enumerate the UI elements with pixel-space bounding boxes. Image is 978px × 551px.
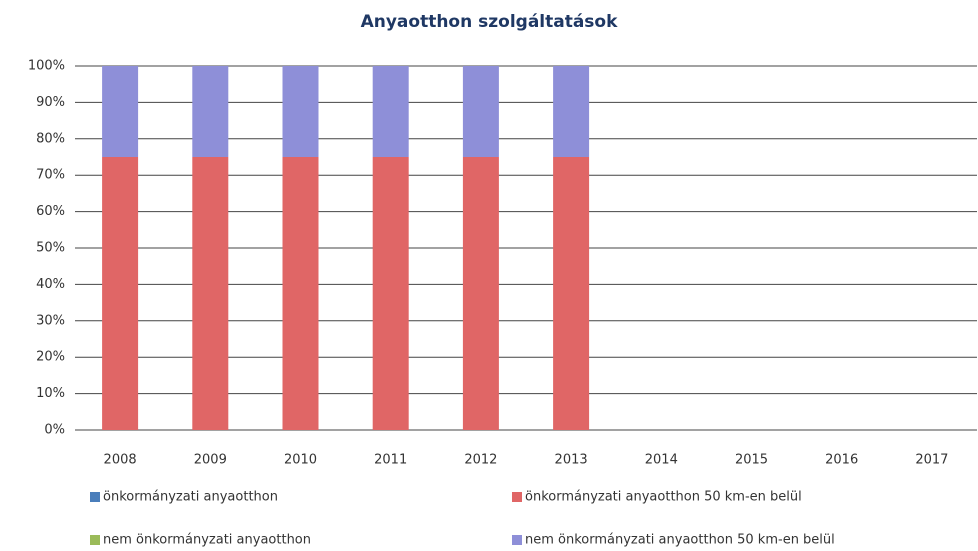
y-tick-label: 90% bbox=[36, 95, 65, 110]
legend-swatch bbox=[512, 492, 522, 502]
bar-segment bbox=[462, 66, 499, 157]
y-tick-label: 40% bbox=[36, 277, 65, 292]
y-tick-label: 0% bbox=[44, 423, 65, 438]
bar-segment bbox=[102, 66, 139, 157]
bar-segment bbox=[372, 66, 409, 157]
x-tick-label: 2017 bbox=[915, 453, 948, 468]
bar-segment bbox=[282, 157, 319, 430]
bar-segment bbox=[102, 157, 139, 430]
legend-swatch bbox=[90, 535, 100, 545]
y-tick-label: 30% bbox=[36, 313, 65, 328]
x-tick-label: 2009 bbox=[194, 453, 227, 468]
x-tick-label: 2015 bbox=[735, 453, 768, 468]
y-tick-label: 60% bbox=[36, 204, 65, 219]
x-tick-label: 2013 bbox=[555, 453, 588, 468]
legend-label: nem önkormányzati anyaotthon bbox=[103, 533, 311, 548]
legend-label: nem önkormányzati anyaotthon 50 km-en be… bbox=[525, 533, 835, 548]
y-tick-label: 50% bbox=[36, 241, 65, 256]
bar-segment bbox=[553, 157, 590, 430]
x-tick-label: 2010 bbox=[284, 453, 317, 468]
bar-segment bbox=[462, 157, 499, 430]
bar-segment bbox=[192, 157, 229, 430]
bar-segment bbox=[372, 157, 409, 430]
chart-title: Anyaotthon szolgáltatások bbox=[361, 12, 619, 32]
x-tick-label: 2012 bbox=[464, 453, 497, 468]
x-tick-label: 2011 bbox=[374, 453, 407, 468]
bar-segment bbox=[282, 66, 319, 157]
y-tick-label: 70% bbox=[36, 168, 65, 183]
legend-swatch bbox=[90, 492, 100, 502]
legend-label: önkormányzati anyaotthon bbox=[103, 490, 278, 505]
legend-swatch bbox=[512, 535, 522, 545]
legend-label: önkormányzati anyaotthon 50 km-en belül bbox=[525, 490, 802, 505]
y-tick-label: 100% bbox=[28, 59, 65, 74]
x-tick-label: 2008 bbox=[104, 453, 137, 468]
y-tick-label: 20% bbox=[36, 350, 65, 365]
y-tick-label: 10% bbox=[36, 386, 65, 401]
bar-segment bbox=[553, 66, 590, 157]
x-tick-label: 2014 bbox=[645, 453, 678, 468]
y-tick-label: 80% bbox=[36, 131, 65, 146]
x-tick-label: 2016 bbox=[825, 453, 858, 468]
bar-segment bbox=[192, 66, 229, 157]
